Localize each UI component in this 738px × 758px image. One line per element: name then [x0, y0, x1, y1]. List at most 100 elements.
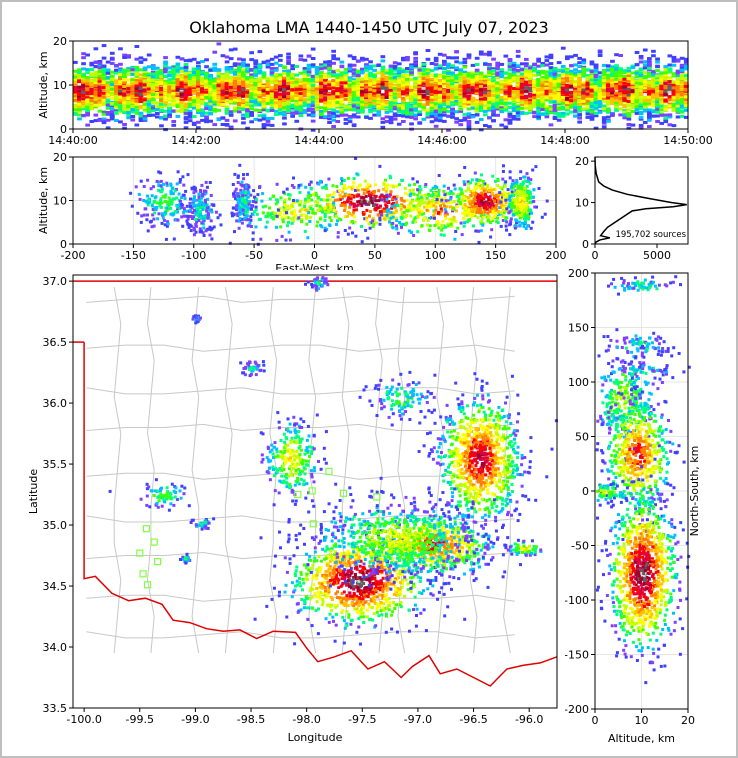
source-cell [499, 85, 505, 89]
source-cell [134, 85, 140, 89]
source-cell [351, 72, 357, 76]
source-cell [396, 85, 402, 89]
source-cell [487, 80, 492, 84]
source-cell [196, 98, 201, 102]
source-cell [155, 66, 160, 70]
source-cell [364, 65, 369, 69]
source-cell [232, 77, 238, 80]
source-cell [85, 78, 90, 82]
source-cell [245, 112, 250, 116]
source-cell [392, 61, 398, 65]
source-cell [515, 117, 521, 121]
source-cell [204, 96, 209, 99]
source-cell [314, 69, 320, 73]
source-cell [466, 122, 472, 126]
source-cell [396, 87, 402, 91]
source-cell [101, 91, 107, 95]
source-cell [343, 97, 349, 101]
source-cell [126, 78, 131, 82]
source-cell [433, 112, 439, 116]
source-cell [232, 106, 238, 110]
source-cell [278, 83, 283, 87]
source-cell [450, 73, 455, 77]
source-cell [446, 56, 451, 60]
source-cell [105, 71, 111, 75]
source-cell [507, 82, 513, 86]
source-cell [163, 67, 168, 71]
source-cell [401, 85, 406, 89]
source-cell [109, 70, 115, 74]
source-cell [282, 76, 287, 80]
source-cell [491, 79, 496, 83]
source-cell [278, 76, 283, 80]
source-cell [433, 109, 439, 113]
source-cell [380, 93, 386, 97]
source-cell [335, 69, 341, 73]
source-cell [290, 111, 295, 115]
source-cell [253, 103, 259, 107]
source-cell [331, 54, 336, 58]
source-cell [413, 98, 418, 102]
source-cell [204, 104, 209, 108]
source-cell [343, 113, 349, 117]
source-cell [290, 105, 295, 109]
source-cell [327, 64, 332, 68]
source-cell [89, 89, 95, 93]
source-cell [511, 93, 517, 97]
source-cell [122, 103, 127, 107]
source-cell [401, 108, 406, 112]
source-cell [478, 73, 484, 77]
source-cell [519, 84, 525, 88]
source-cell [179, 83, 185, 87]
source-cell [511, 103, 517, 107]
source-cell [269, 107, 275, 110]
source-cell [396, 76, 402, 80]
source-cell [425, 115, 431, 119]
source-cell [81, 76, 86, 80]
source-cell [310, 88, 316, 92]
source-cell [273, 95, 279, 98]
source-cell [302, 108, 308, 112]
source-cell [519, 62, 525, 66]
source-cell [245, 63, 250, 67]
source-cell [241, 121, 246, 125]
source-cell [200, 111, 205, 115]
source-cell [458, 91, 464, 95]
source-cell [298, 54, 304, 58]
source-cell [437, 103, 443, 107]
source-cell [200, 80, 205, 84]
source-cell [138, 68, 144, 72]
source-cell [425, 97, 431, 101]
source-cell [109, 115, 115, 119]
source-cell [519, 79, 525, 83]
source-cell [503, 83, 509, 87]
source-cell [524, 111, 529, 115]
source-cell [298, 92, 304, 96]
source-cell [417, 93, 423, 97]
source-cell [417, 75, 423, 79]
source-cell [105, 93, 111, 97]
source-cell [130, 99, 136, 103]
source-cell [319, 65, 324, 69]
source-cell [388, 70, 394, 74]
source-cell [175, 83, 181, 86]
source-cell [278, 100, 283, 104]
source-cell [323, 106, 328, 110]
source-cell [462, 100, 468, 103]
source-cell [126, 83, 131, 87]
source-cell [314, 85, 320, 89]
source-cell [81, 87, 86, 91]
source-cell [269, 103, 275, 107]
source-cell [114, 86, 119, 90]
source-cell [204, 83, 209, 87]
source-cell [97, 103, 103, 107]
source-cell [163, 109, 168, 113]
source-cell [73, 97, 78, 101]
source-cell [462, 90, 468, 94]
source-cell [249, 94, 254, 98]
source-cell [355, 106, 361, 110]
source-cell [478, 50, 484, 54]
source-cell [458, 123, 464, 127]
source-cell [114, 103, 119, 107]
source-cell [155, 71, 160, 75]
